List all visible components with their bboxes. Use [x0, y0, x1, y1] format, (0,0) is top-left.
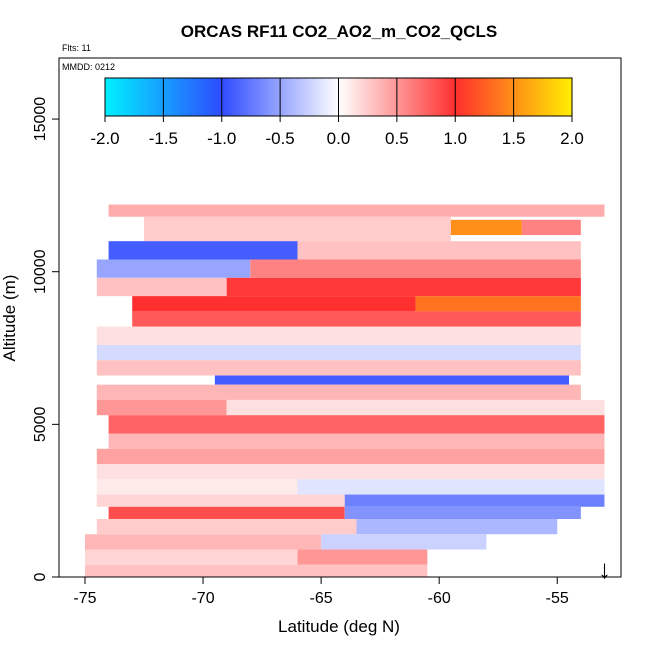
heatmap-cell: [226, 399, 605, 416]
colorbar-tick-label: 0.0: [327, 129, 351, 148]
x-axis-title: Latitude (deg N): [278, 617, 400, 636]
heatmap-cell: [144, 216, 451, 242]
heatmap-cell: [108, 241, 298, 260]
colorbar-tick-label: 1.5: [502, 129, 526, 148]
flights-note: Flts: 11: [62, 43, 91, 53]
position-marker-arrow: ↓: [598, 554, 611, 584]
heatmap-cell: [226, 277, 581, 297]
heatmap-cell: [321, 534, 487, 550]
heatmap-cell: [214, 375, 570, 385]
x-tick-label: -55: [546, 590, 569, 607]
heatmap-cell: [132, 311, 581, 327]
x-tick-label: -75: [73, 590, 96, 607]
y-tick-label: 15000: [32, 97, 49, 142]
heatmap-cell: [297, 241, 581, 260]
heatmap-cell: [96, 464, 605, 480]
heatmap-cell: [108, 506, 345, 519]
y-tick-label: 5000: [32, 406, 49, 442]
x-tick-label: -70: [191, 590, 214, 607]
heatmap-cell: [96, 479, 298, 495]
heatmap-cell: [521, 219, 581, 236]
heatmap-cell: [297, 479, 605, 495]
x-tick-label: -65: [310, 590, 333, 607]
y-tick-label: 0: [32, 572, 49, 581]
chart-title: ORCAS RF11 CO2_AO2_m_CO2_QCLS: [181, 22, 498, 41]
heatmap-cell: [108, 204, 605, 217]
heatmap-cell: [96, 494, 345, 507]
heatmap-cell: [108, 415, 605, 434]
colorbar-tick-label: -1.0: [207, 129, 236, 148]
heatmap-cells: [84, 204, 605, 577]
heatmap-cell: [96, 344, 581, 361]
heatmap-cell: [96, 384, 581, 400]
y-axis: 0 5000 10000 15000: [32, 97, 60, 581]
y-axis-title: Altitude (m): [0, 275, 19, 362]
heatmap-cell: [344, 494, 605, 507]
heatmap-cell: [96, 518, 357, 535]
x-axis: -75 -70 -65 -60 -55: [73, 576, 569, 607]
heatmap-cell: [96, 259, 251, 278]
heatmap-cell: [84, 534, 322, 550]
heatmap-cell: [96, 277, 227, 297]
heatmap-cell: [356, 518, 558, 535]
heatmap-cell: [84, 564, 428, 577]
colorbar-tick-label: 0.5: [385, 129, 409, 148]
mmdd-note: MMDD: 0212: [62, 62, 115, 72]
y-tick-label: 10000: [32, 249, 49, 294]
heatmap-cell: [96, 360, 581, 376]
colorbar-tick-label: 2.0: [560, 129, 584, 148]
heatmap-cell: [96, 399, 227, 416]
heatmap-cell: [297, 549, 428, 565]
heatmap-cell: [96, 448, 605, 465]
heatmap-cell: [132, 296, 416, 312]
heatmap-cell: [108, 433, 605, 449]
colorbar-tick-label: -1.5: [149, 129, 178, 148]
heatmap-cell: [450, 219, 522, 236]
colorbar-tick-label: -0.5: [265, 129, 294, 148]
heatmap-cell: [415, 296, 581, 312]
x-tick-label: -60: [428, 590, 451, 607]
colorbar-tick-label: 1.0: [443, 129, 467, 148]
colorbar-tick-label: -2.0: [90, 129, 119, 148]
heatmap-cell: [344, 506, 581, 519]
heatmap-cell: [250, 259, 581, 278]
colorbar: -2.0 -1.5 -1.0 -0.5 0.0 0.5 1.0 1.5 2.0: [90, 77, 584, 148]
heatmap-cell: [84, 549, 298, 565]
heatmap-cell: [96, 326, 581, 345]
